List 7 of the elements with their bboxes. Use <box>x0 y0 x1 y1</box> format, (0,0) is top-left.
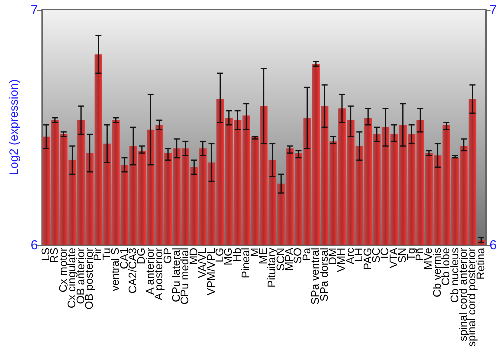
y2-tick-label: 6 <box>490 237 498 252</box>
x-tick-label: Tg <box>406 248 418 261</box>
y-axis-title: Log2 (expression) <box>7 79 21 176</box>
y2-tick-label: 7 <box>490 2 498 18</box>
x-tick-label: A posterior <box>154 248 166 301</box>
x-tick-label: OB posterior <box>84 248 96 310</box>
x-tick-label: Retina <box>475 247 488 280</box>
